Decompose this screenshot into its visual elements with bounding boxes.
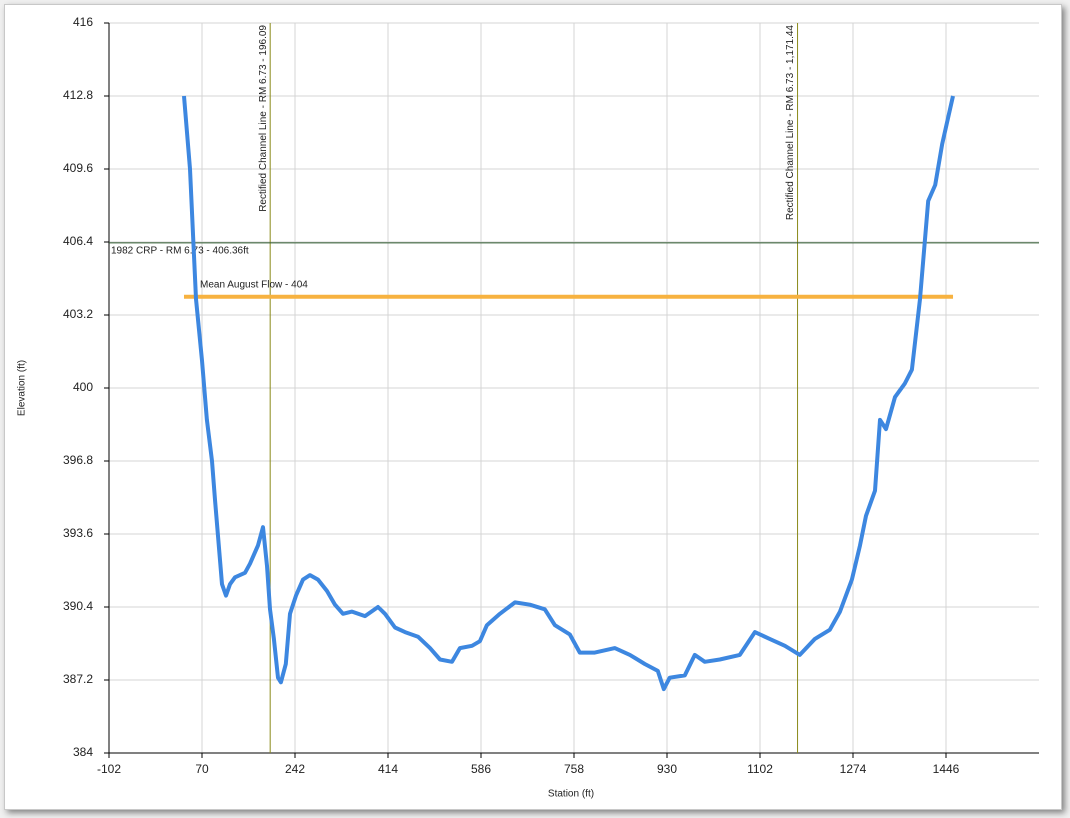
- y-tick-label: 403.2: [63, 307, 93, 321]
- y-tick-label: 400: [73, 380, 93, 394]
- x-tick-label: 586: [471, 762, 491, 776]
- y-tick-label: 387.2: [63, 672, 93, 686]
- x-axis-title: Station (ft): [548, 789, 594, 800]
- x-tick-label: 414: [378, 762, 398, 776]
- y-tick-label: 396.8: [63, 453, 93, 467]
- reference-label: Rectified Channel Line - RM 6.73 - 196.0…: [258, 25, 269, 212]
- y-tick-label: 384: [73, 745, 93, 759]
- y-tick-label: 409.6: [63, 161, 93, 175]
- y-tick-label: 406.4: [63, 234, 93, 248]
- data-line: [182, 95, 955, 692]
- y-tick-label: 390.4: [63, 599, 93, 613]
- y-tick-label: 393.6: [63, 526, 93, 540]
- reference-label: Mean August Flow - 404: [200, 279, 308, 290]
- y-tick-label: 416: [73, 15, 93, 29]
- x-tick-label: 70: [195, 762, 209, 776]
- y-tick-label: 412.8: [63, 88, 93, 102]
- reference-label: Rectified Channel Line - RM 6.73 - 1,171…: [785, 25, 796, 221]
- x-tick-label: -102: [97, 762, 121, 776]
- x-tick-label: 930: [657, 762, 677, 776]
- chart-frame: [4, 4, 1062, 810]
- x-tick-label: 242: [285, 762, 305, 776]
- x-tick-label: 758: [564, 762, 584, 776]
- x-tick-label: 1446: [933, 762, 960, 776]
- reference-label: 1982 CRP - RM 6.73 - 406.36ft: [111, 246, 249, 257]
- x-tick-label: 1102: [747, 762, 773, 776]
- x-tick-label: 1274: [840, 762, 867, 776]
- y-axis-title: Elevation (ft): [17, 360, 28, 416]
